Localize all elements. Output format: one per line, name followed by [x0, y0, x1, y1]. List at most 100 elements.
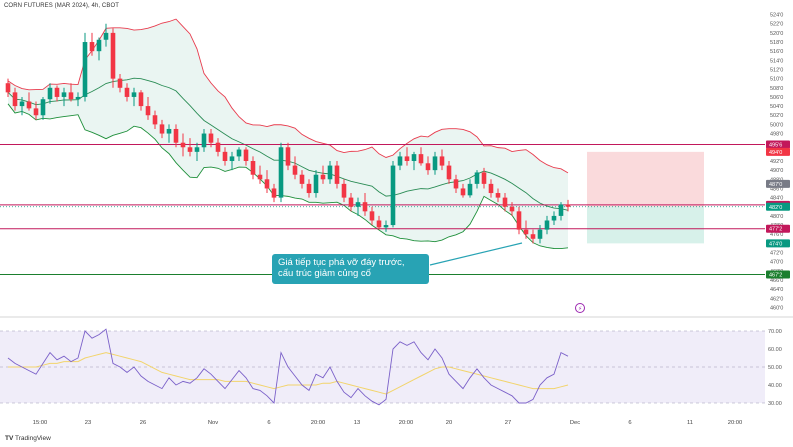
stop-loss-zone — [587, 151, 704, 207]
x-tick-label: 20:00 — [399, 420, 414, 426]
price-axis: 524'0 522'0 520'0 518'0 516'0 514'0 512'0 510'0… — [766, 13, 790, 311]
price-badge-2 — [766, 224, 790, 233]
lightning-event-icon[interactable] — [575, 303, 585, 313]
candle-body-72 — [509, 206, 515, 212]
candle-body-37 — [264, 179, 270, 189]
price-tick-label: 462'0 — [770, 296, 783, 302]
price-badge-label-4: 494'0 — [769, 150, 782, 156]
candle-body-75 — [530, 234, 536, 239]
price-tick-label: 464'0 — [770, 287, 783, 293]
candle-body-31 — [222, 151, 228, 161]
candle-body-80 — [565, 204, 571, 207]
tradingview-mark-icon: TV — [5, 435, 14, 442]
price-badge-label-7: 474'0 — [769, 241, 782, 247]
candle-body-7 — [54, 87, 60, 97]
tradingview-logo[interactable]: TV TradingView — [5, 435, 51, 442]
candle-body-36 — [257, 174, 263, 180]
price-tick-label: 500'0 — [770, 122, 783, 128]
symbol-title: CORN FUTURES (MAR 2024), 4h, CBOT — [4, 3, 119, 9]
candle-body-27 — [194, 147, 200, 152]
candle-body-34 — [243, 149, 249, 161]
candle-body-62 — [439, 156, 445, 166]
x-tick-label: 27 — [505, 420, 511, 426]
price-tick-label: 512'0 — [770, 67, 783, 73]
candle-body-65 — [460, 188, 466, 196]
candle-body-33 — [236, 149, 242, 157]
price-tick-label: 472'0 — [770, 251, 783, 257]
candle-body-77 — [544, 220, 550, 230]
candle-body-22 — [159, 124, 165, 134]
x-axis: 15:00 23 26 Nov 6 20:00 13 20:00 20 27 Dec 6 11 20:00 — [33, 420, 743, 426]
candle-body-32 — [229, 156, 235, 161]
x-tick-label: Nov — [208, 420, 218, 426]
candle-body-70 — [495, 193, 501, 198]
candle-body-10 — [75, 96, 81, 100]
price-tick-label: 486'0 — [770, 186, 783, 192]
candle-body-9 — [68, 92, 74, 100]
rsi-axis: 70.00 60.00 50.00 40.00 30.00 — [768, 329, 782, 407]
tradingview-logo-text: TradingView — [15, 435, 51, 442]
rsi-tick-label: 50.00 — [768, 365, 782, 371]
price-tick-label: 476'0 — [770, 232, 783, 238]
candle-body-49 — [348, 197, 354, 207]
candle-body-16 — [117, 78, 123, 88]
price-tick-label: 460'0 — [770, 305, 783, 311]
price-tick-label: 504'0 — [770, 104, 783, 110]
candle-body-15 — [110, 32, 116, 79]
rsi-line — [7, 328, 569, 406]
candle-body-55 — [390, 165, 396, 226]
candle-body-30 — [215, 142, 221, 152]
candle-body-45 — [320, 174, 326, 180]
candle-body-1 — [12, 92, 18, 107]
candle-body-3 — [26, 101, 32, 109]
candle-body-28 — [201, 133, 207, 148]
price-tick-label: 502'0 — [770, 113, 783, 119]
price-tick-label: 466'0 — [770, 278, 783, 284]
annotation-line-2: cấu trúc giảm củng cố — [278, 268, 371, 279]
price-badge-3 — [766, 270, 790, 279]
candle-body-74 — [523, 229, 529, 235]
candle-body-8 — [61, 92, 67, 97]
candle-body-5 — [40, 99, 46, 116]
price-tick-label: 520'0 — [770, 31, 783, 37]
x-tick-label: 13 — [354, 420, 360, 426]
lightning-glyph: ⚡ — [578, 306, 582, 313]
candle-body-12 — [89, 42, 95, 52]
candle-body-59 — [418, 154, 424, 164]
price-tick-label: 518'0 — [770, 40, 783, 46]
candle-body-78 — [551, 215, 557, 221]
price-tick-label: 514'0 — [770, 58, 783, 64]
candle-body-60 — [425, 163, 431, 171]
candle-body-11 — [82, 42, 88, 97]
take-profit-zone — [587, 206, 704, 244]
price-tick-label: 480'0 — [770, 214, 783, 220]
price-tick-label: 506'0 — [770, 95, 783, 101]
candle-body-63 — [446, 165, 452, 180]
x-tick-label: 11 — [687, 420, 693, 426]
candle-body-19 — [138, 92, 144, 107]
price-tick-label: 492'0 — [770, 159, 783, 165]
candle-body-0 — [5, 83, 11, 93]
price-badge-7 — [766, 239, 790, 248]
price-tick-label: 508'0 — [770, 86, 783, 92]
candle-body-42 — [299, 174, 305, 184]
candle-body-51 — [362, 202, 368, 212]
rsi-tick-label: 70.00 — [768, 329, 782, 335]
candle-body-54 — [383, 225, 389, 228]
bollinger-band-fill — [8, 19, 568, 249]
price-badge-4 — [766, 147, 790, 156]
candle-body-4 — [33, 108, 39, 116]
price-badge-label-3: 467'2 — [769, 272, 782, 278]
candle-body-71 — [502, 197, 508, 207]
price-tick-label: 524'0 — [770, 13, 783, 19]
x-tick-label: 20:00 — [311, 420, 326, 426]
candle-body-40 — [285, 147, 291, 166]
annotation-callout[interactable]: Giá tiếp tục phá vỡ đáy trước, cấu trúc … — [272, 254, 429, 284]
rsi-tick-label: 40.00 — [768, 383, 782, 389]
x-tick-label: 20 — [446, 420, 452, 426]
bollinger-upper-line — [7, 18, 569, 174]
price-badge-0 — [766, 140, 790, 149]
candle-body-52 — [369, 211, 375, 221]
candle-body-43 — [306, 183, 312, 194]
